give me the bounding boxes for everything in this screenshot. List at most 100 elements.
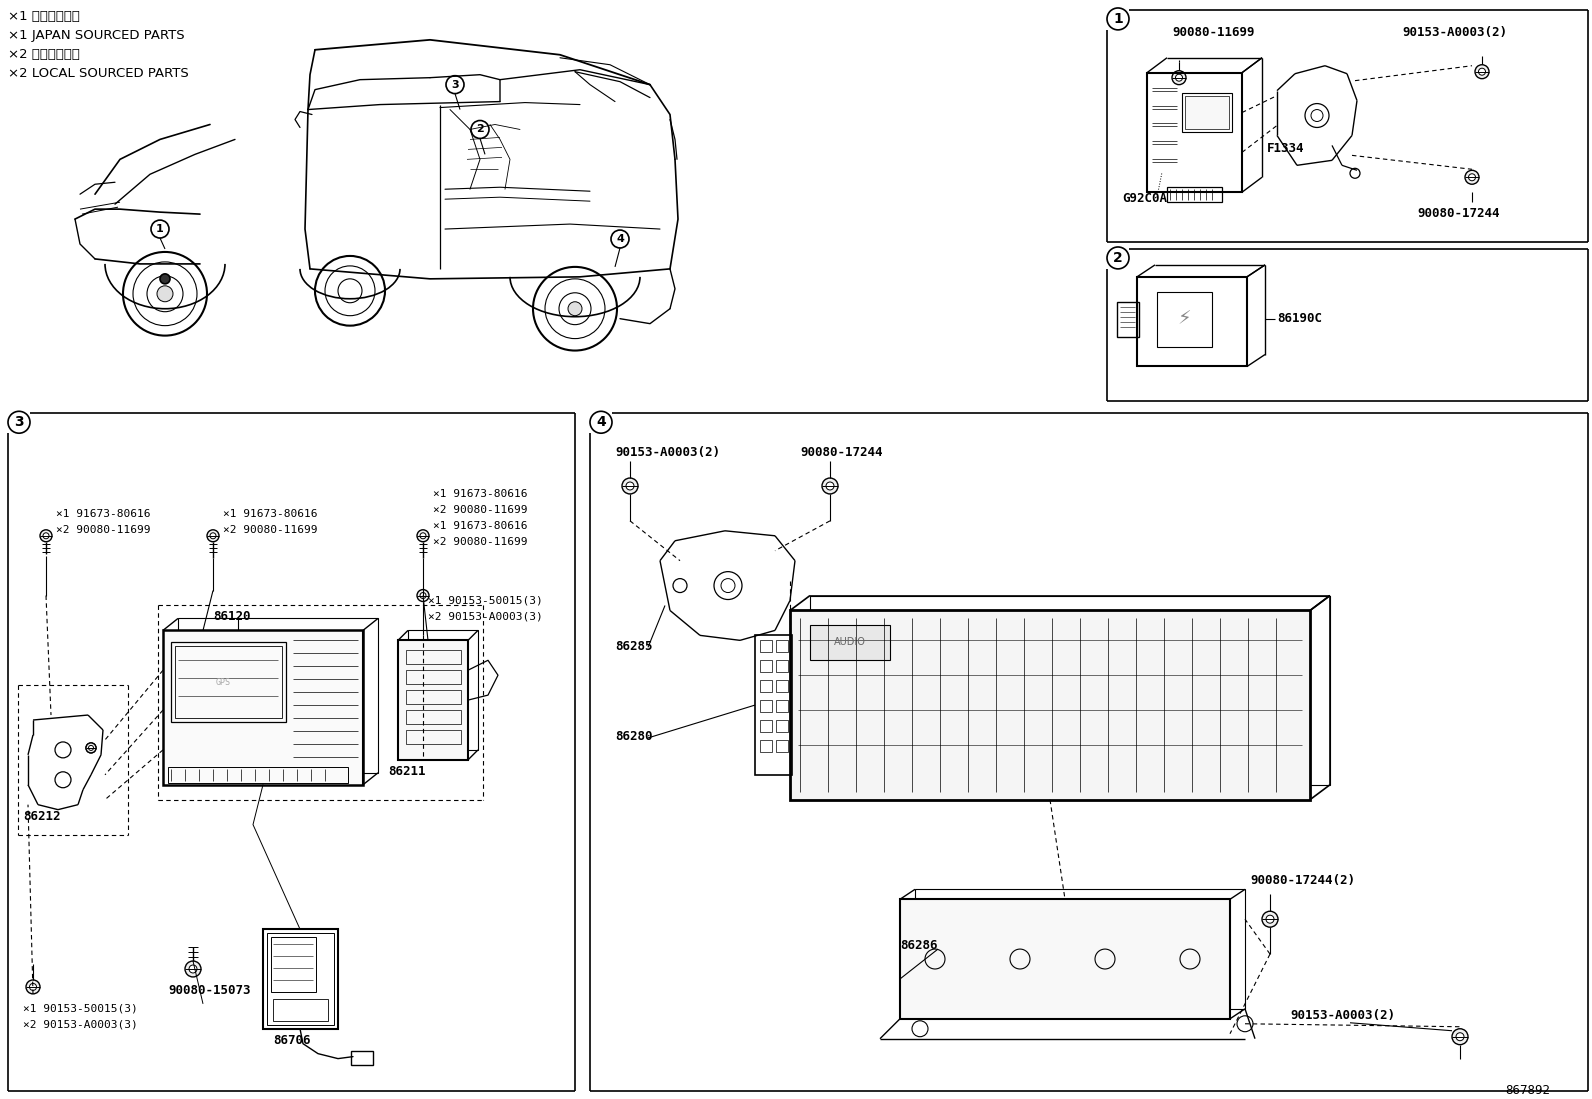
Circle shape xyxy=(25,980,40,993)
Bar xyxy=(1137,277,1247,366)
Bar xyxy=(406,670,462,685)
Text: 90080-17244: 90080-17244 xyxy=(1417,207,1500,220)
Bar xyxy=(759,641,772,653)
Text: 3: 3 xyxy=(14,415,24,430)
Bar xyxy=(170,642,287,722)
Text: ⚡: ⚡ xyxy=(1176,309,1191,329)
Text: 4: 4 xyxy=(595,415,607,430)
Text: ×2 90080-11699: ×2 90080-11699 xyxy=(56,525,151,535)
Circle shape xyxy=(185,961,201,977)
Circle shape xyxy=(1476,65,1489,79)
Text: 86212: 86212 xyxy=(22,810,60,823)
Bar xyxy=(1181,92,1232,133)
Circle shape xyxy=(1452,1029,1468,1045)
Circle shape xyxy=(568,302,583,315)
Text: 2: 2 xyxy=(476,124,484,134)
Circle shape xyxy=(89,745,94,751)
Text: 90080-17244: 90080-17244 xyxy=(801,446,882,459)
Bar xyxy=(263,929,338,1029)
Text: ×1 91673-80616: ×1 91673-80616 xyxy=(433,489,527,499)
Bar xyxy=(755,635,791,775)
Text: ×2 90080-11699: ×2 90080-11699 xyxy=(433,504,527,515)
Bar xyxy=(1184,96,1229,130)
Bar xyxy=(759,720,772,732)
Bar xyxy=(169,767,349,782)
Text: G92C0A: G92C0A xyxy=(1122,192,1167,206)
Bar xyxy=(775,680,788,692)
Text: ×1 91673-80616: ×1 91673-80616 xyxy=(223,509,317,519)
Text: ×1 日本調達部品: ×1 日本調達部品 xyxy=(8,10,80,23)
Bar xyxy=(406,651,462,664)
Circle shape xyxy=(207,530,220,542)
Bar xyxy=(810,625,890,660)
Bar xyxy=(1157,292,1212,346)
Bar xyxy=(915,889,1245,1009)
Bar xyxy=(267,933,334,1024)
Text: 90080-17244(2): 90080-17244(2) xyxy=(1250,875,1355,887)
Text: ×1 91673-80616: ×1 91673-80616 xyxy=(56,509,151,519)
Text: ×1 90153-50015(3): ×1 90153-50015(3) xyxy=(428,596,543,606)
Bar xyxy=(759,680,772,692)
Circle shape xyxy=(417,589,428,601)
Circle shape xyxy=(1262,911,1278,928)
Circle shape xyxy=(210,533,217,539)
Bar xyxy=(775,740,788,752)
Bar xyxy=(1118,302,1138,336)
Bar xyxy=(759,740,772,752)
Circle shape xyxy=(1465,170,1479,185)
Circle shape xyxy=(158,286,174,302)
Text: 86211: 86211 xyxy=(388,765,425,778)
Bar xyxy=(775,660,788,673)
Bar xyxy=(775,720,788,732)
Circle shape xyxy=(420,592,427,599)
Text: ×2 90080-11699: ×2 90080-11699 xyxy=(223,525,317,535)
Text: 3: 3 xyxy=(451,79,458,90)
Text: GPS: GPS xyxy=(215,678,231,687)
Circle shape xyxy=(161,274,170,284)
Text: 90080-11699: 90080-11699 xyxy=(1172,26,1254,38)
Circle shape xyxy=(1468,174,1476,180)
Text: 86280: 86280 xyxy=(615,730,653,743)
Text: ×2 90153-A0003(3): ×2 90153-A0003(3) xyxy=(428,611,543,621)
Bar xyxy=(162,631,363,785)
Circle shape xyxy=(1457,1033,1465,1041)
Circle shape xyxy=(821,478,837,493)
Circle shape xyxy=(86,743,96,753)
Text: 1: 1 xyxy=(1113,12,1122,26)
Bar xyxy=(406,690,462,704)
Text: 90153-A0003(2): 90153-A0003(2) xyxy=(1403,26,1508,38)
Text: 90153-A0003(2): 90153-A0003(2) xyxy=(615,446,720,459)
Circle shape xyxy=(189,965,197,973)
Text: 86190C: 86190C xyxy=(1277,312,1321,324)
Bar xyxy=(1167,187,1223,202)
Bar xyxy=(810,596,1329,785)
Text: ×1 90153-50015(3): ×1 90153-50015(3) xyxy=(22,1003,139,1014)
Bar xyxy=(759,700,772,712)
Circle shape xyxy=(622,478,638,493)
Text: 86285: 86285 xyxy=(615,641,653,653)
Bar xyxy=(1146,73,1242,192)
Bar xyxy=(406,730,462,744)
Text: F1334: F1334 xyxy=(1267,143,1304,155)
Bar xyxy=(775,700,788,712)
Text: ×1 JAPAN SOURCED PARTS: ×1 JAPAN SOURCED PARTS xyxy=(8,29,185,42)
Circle shape xyxy=(1175,75,1183,81)
Text: ×2 現地調達部品: ×2 現地調達部品 xyxy=(8,47,80,60)
Bar xyxy=(790,610,1310,800)
Text: ×1 91673-80616: ×1 91673-80616 xyxy=(433,521,527,531)
Bar xyxy=(178,619,377,773)
Bar xyxy=(272,999,328,1021)
Text: 86286: 86286 xyxy=(899,940,938,952)
Bar xyxy=(398,641,468,759)
Bar xyxy=(175,646,282,718)
Text: ×2 90153-A0003(3): ×2 90153-A0003(3) xyxy=(22,1020,139,1030)
Circle shape xyxy=(43,533,49,539)
Circle shape xyxy=(420,533,427,539)
Text: 86120: 86120 xyxy=(213,610,250,623)
Circle shape xyxy=(826,482,834,490)
Text: 90080-15073: 90080-15073 xyxy=(169,984,250,997)
Text: 2: 2 xyxy=(1113,251,1122,265)
Bar xyxy=(350,1051,373,1065)
Text: 1: 1 xyxy=(156,224,164,234)
Text: AUDIO: AUDIO xyxy=(834,637,866,647)
